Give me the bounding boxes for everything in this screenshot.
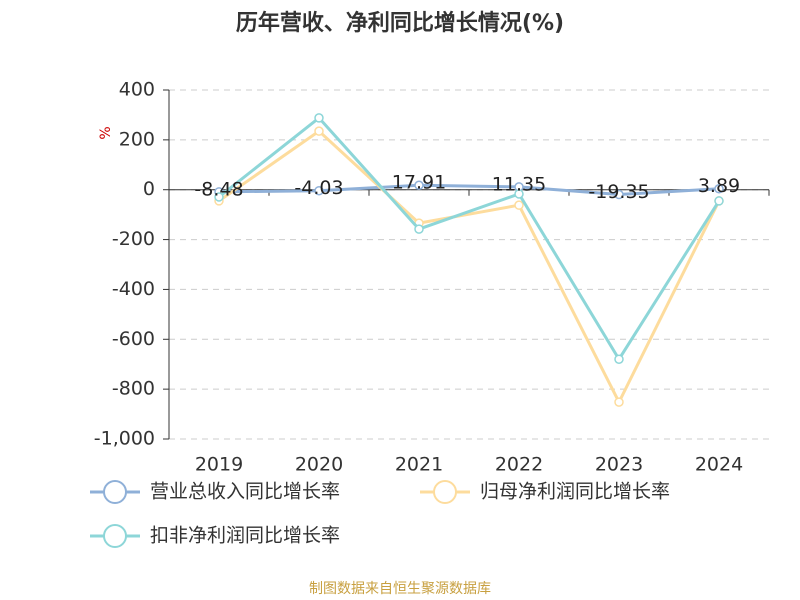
point xyxy=(314,185,324,196)
point xyxy=(214,192,224,202)
point xyxy=(314,126,324,136)
point xyxy=(514,200,524,210)
y-tick-label: -200 xyxy=(112,228,155,250)
point xyxy=(514,189,524,199)
data-label: -19.35 xyxy=(588,181,649,203)
series-line xyxy=(218,183,720,197)
x-tick-label: 2020 xyxy=(295,454,343,476)
point xyxy=(614,354,624,364)
y-tick-label: -800 xyxy=(112,378,155,400)
data-label: 3.89 xyxy=(698,175,740,197)
x-tick-label: 2022 xyxy=(495,454,543,476)
legend-marker xyxy=(433,480,457,504)
x-tick-label: 2023 xyxy=(595,454,643,476)
legend-marker xyxy=(103,480,127,504)
y-tick-label: 400 xyxy=(119,79,155,101)
legend-label: 扣非净利润同比增长率 xyxy=(150,525,340,547)
point xyxy=(414,180,424,190)
point xyxy=(714,196,724,206)
y-tick-label: 200 xyxy=(119,128,155,150)
x-tick-label: 2021 xyxy=(395,454,443,476)
data-label: 17.91 xyxy=(392,172,446,194)
data-label: -4.03 xyxy=(294,177,343,199)
series-line xyxy=(218,115,721,363)
legend-label: 归母净利润同比增长率 xyxy=(480,481,670,503)
data-label: -8.48 xyxy=(194,178,243,200)
legend-marker xyxy=(103,524,127,548)
y-tick-label: -600 xyxy=(112,328,155,350)
chart-title: 历年营收、净利同比增长情况(%) xyxy=(236,10,564,36)
series-line xyxy=(218,129,721,406)
point xyxy=(614,397,624,407)
data-label: 11.35 xyxy=(492,173,546,195)
y-tick-label: -400 xyxy=(112,278,155,300)
y-tick-label: 0 xyxy=(143,178,155,200)
point xyxy=(614,189,624,200)
point xyxy=(414,224,424,234)
legend-label: 营业总收入同比增长率 xyxy=(150,481,340,503)
x-tick-label: 2019 xyxy=(195,454,243,476)
point xyxy=(314,113,324,123)
y-tick-label: -1,000 xyxy=(94,428,155,450)
x-tick-label: 2024 xyxy=(695,454,743,476)
source-note: 制图数据来自恒生聚源数据库 xyxy=(309,581,491,597)
point xyxy=(714,183,724,194)
y-axis-label: % xyxy=(98,126,114,139)
